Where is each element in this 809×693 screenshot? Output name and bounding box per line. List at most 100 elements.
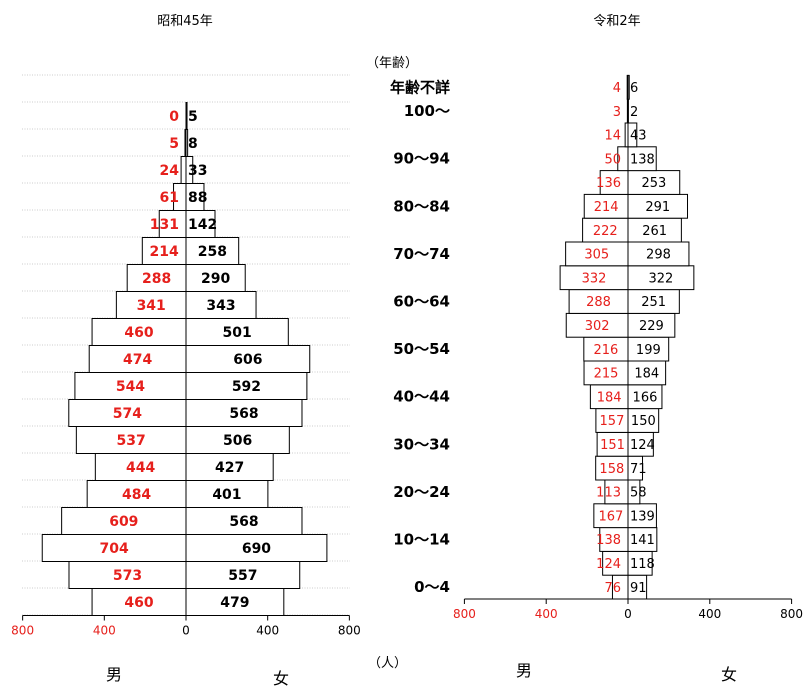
right-male-value-label: 157 <box>600 414 625 429</box>
left-x-tick-label: 800 <box>11 624 34 638</box>
left-female-value-label: 501 <box>223 325 252 341</box>
right-female-value-label: 141 <box>630 533 655 548</box>
right-x-tick-label: 400 <box>698 607 721 621</box>
left-x-tick-label: 400 <box>256 624 279 638</box>
right-female-value-label: 261 <box>642 224 667 239</box>
right-female-value-label: 150 <box>631 414 656 429</box>
left-male-value-label: 544 <box>116 379 145 395</box>
right-female-value-label: 139 <box>630 509 655 524</box>
left-male-value-label: 573 <box>113 568 142 584</box>
right-age-label: 0〜4 <box>414 578 450 596</box>
left-female-value-label: 290 <box>201 271 230 287</box>
left-female-value-label: 142 <box>188 217 217 233</box>
right-male-value-label: 215 <box>594 367 619 382</box>
left-male-value-label: 460 <box>124 325 153 341</box>
right-female-value-label: 43 <box>630 129 647 144</box>
right-male-value-label: 167 <box>599 509 624 524</box>
left-female-value-label: 690 <box>242 541 271 557</box>
left-male-value-label: 574 <box>113 406 142 422</box>
left-male-value-label: 24 <box>160 163 180 179</box>
left-male-value-label: 131 <box>150 217 179 233</box>
age-axis-title: （年齢） <box>366 56 418 71</box>
right-male-value-label: 50 <box>604 152 621 167</box>
left-x-tick-label: 400 <box>93 624 116 638</box>
right-male-value-label: 216 <box>593 343 618 358</box>
left-female-value-label: 343 <box>206 298 235 314</box>
left-male-label: 男 <box>106 665 122 684</box>
left-female-value-label: 88 <box>188 190 207 206</box>
right-age-label: 100〜 <box>404 102 450 120</box>
right-female-value-label: 298 <box>646 248 671 263</box>
left-female-bar <box>186 103 187 130</box>
left-male-value-label: 288 <box>142 271 171 287</box>
right-male-value-label: 138 <box>596 533 621 548</box>
right-male-value-label: 302 <box>585 319 610 334</box>
right-male-value-label: 158 <box>599 462 624 477</box>
right-female-value-label: 91 <box>630 581 647 596</box>
left-male-value-label: 0 <box>169 109 179 125</box>
right-age-label: 70〜74 <box>393 245 450 263</box>
right-female-value-label: 166 <box>633 390 658 405</box>
right-male-value-label: 14 <box>604 129 621 144</box>
right-age-label: 80〜84 <box>393 197 450 215</box>
right-male-value-label: 288 <box>586 295 611 310</box>
right-age-label: 40〜44 <box>393 388 450 406</box>
right-age-label: 10〜14 <box>393 531 450 549</box>
right-chart-title: 令和2年 <box>593 14 640 29</box>
left-male-value-label: 460 <box>124 595 153 611</box>
left-x-tick-label: 0 <box>182 624 190 638</box>
right-female-value-label: 124 <box>630 438 655 453</box>
right-x-tick-label: 800 <box>453 607 476 621</box>
right-x-tick-label: 0 <box>624 607 632 621</box>
right-age-label: 50〜54 <box>393 340 450 358</box>
left-male-value-label: 61 <box>160 190 179 206</box>
right-female-value-label: 138 <box>630 152 655 167</box>
unit-label: （人） <box>368 656 407 671</box>
right-male-label: 男 <box>516 661 532 680</box>
left-female-label: 女 <box>273 669 289 688</box>
right-female-value-label: 118 <box>630 557 655 572</box>
right-male-value-label: 136 <box>596 176 621 191</box>
right-age-label: 年齢不詳 <box>390 78 450 96</box>
right-male-value-label: 113 <box>596 486 621 501</box>
left-male-value-label: 609 <box>109 514 138 530</box>
right-male-value-label: 214 <box>594 200 619 215</box>
right-age-label: 20〜24 <box>393 483 450 501</box>
right-male-value-label: 222 <box>593 224 618 239</box>
left-female-value-label: 606 <box>233 352 262 368</box>
left-male-value-label: 5 <box>169 136 179 152</box>
right-age-label: 30〜34 <box>393 435 450 453</box>
left-male-value-label: 341 <box>137 298 166 314</box>
left-female-value-label: 592 <box>232 379 261 395</box>
left-female-value-label: 506 <box>223 433 252 449</box>
right-female-value-label: 2 <box>630 105 638 120</box>
right-female-value-label: 251 <box>641 295 666 310</box>
right-male-value-label: 76 <box>604 581 621 596</box>
right-age-label: 60〜64 <box>393 293 450 311</box>
left-male-bar <box>181 157 186 184</box>
left-x-tick-label: 800 <box>338 624 361 638</box>
left-female-value-label: 258 <box>198 244 227 260</box>
right-male-value-label: 151 <box>600 438 625 453</box>
left-female-value-label: 479 <box>220 595 249 611</box>
left-female-value-label: 8 <box>188 136 198 152</box>
left-chart-title: 昭和45年 <box>157 14 213 29</box>
right-female-value-label: 184 <box>634 367 659 382</box>
right-female-value-label: 253 <box>641 176 666 191</box>
right-male-value-label: 4 <box>613 81 621 96</box>
right-male-value-label: 184 <box>597 390 622 405</box>
left-female-value-label: 5 <box>188 109 198 125</box>
left-female-value-label: 33 <box>188 163 207 179</box>
left-female-value-label: 557 <box>228 568 257 584</box>
left-male-value-label: 704 <box>100 541 129 557</box>
left-male-value-label: 214 <box>150 244 179 260</box>
right-female-value-label: 58 <box>630 486 647 501</box>
right-female-value-label: 71 <box>630 462 647 477</box>
right-female-value-label: 199 <box>636 343 661 358</box>
left-female-value-label: 568 <box>229 514 258 530</box>
right-female-value-label: 229 <box>639 319 664 334</box>
